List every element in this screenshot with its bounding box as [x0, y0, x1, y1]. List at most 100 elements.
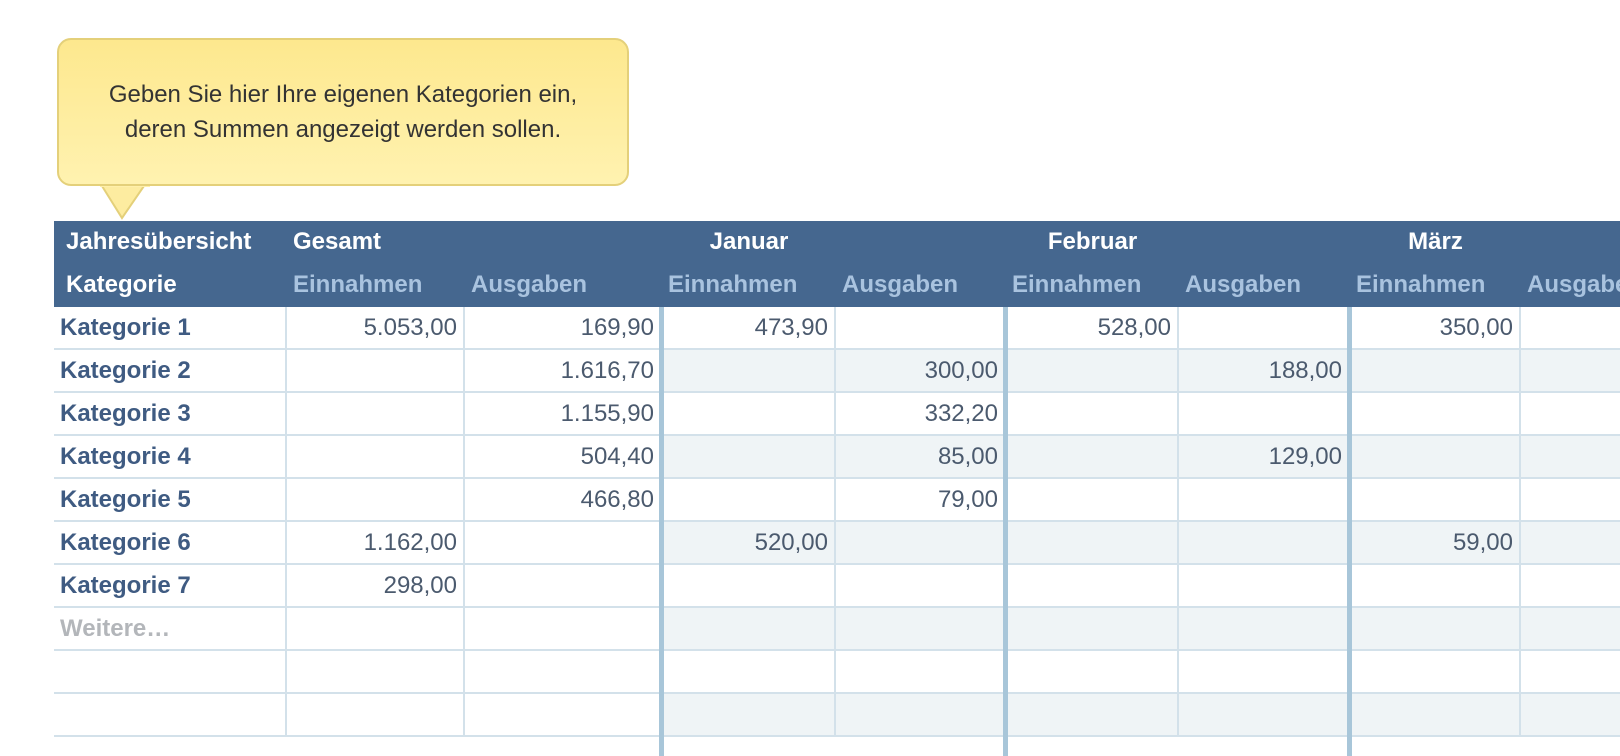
header-title: Jahresübersicht [66, 228, 252, 255]
row-label: Kategorie 3 [54, 393, 287, 436]
cell [1006, 436, 1179, 479]
cell [1521, 307, 1620, 350]
tooltip-line: deren Summen angezeigt werden sollen. [124, 116, 562, 143]
cell: 1.616,70 [465, 350, 662, 393]
header-month: Januar [709, 228, 789, 255]
row-label: Kategorie 4 [54, 436, 287, 479]
cell [287, 436, 465, 479]
header-subheader: Kategorie [66, 271, 177, 298]
cell [1006, 651, 1179, 694]
cell [465, 565, 662, 608]
cell [1006, 565, 1179, 608]
cell [1350, 694, 1521, 737]
row-label: Kategorie 5 [54, 479, 287, 522]
cell: 520,00 [662, 522, 836, 565]
cell [1350, 479, 1521, 522]
cell [1179, 694, 1350, 737]
row-label: Kategorie 1 [54, 307, 287, 350]
row-label: Kategorie 7 [54, 565, 287, 608]
cell [1521, 436, 1620, 479]
cell [1006, 479, 1179, 522]
tooltip-pointer [100, 180, 150, 220]
cell: 504,40 [465, 436, 662, 479]
cell [1179, 307, 1350, 350]
cell [662, 350, 836, 393]
cell: 169,90 [465, 307, 662, 350]
header-subheader: Einnahmen [1356, 271, 1486, 298]
cell [287, 694, 465, 737]
cell [662, 651, 836, 694]
cell [465, 522, 662, 565]
cell [465, 651, 662, 694]
cell: 129,00 [1179, 436, 1350, 479]
cell [1350, 565, 1521, 608]
cell: 473,90 [662, 307, 836, 350]
cell [1521, 522, 1620, 565]
cell [836, 565, 1006, 608]
cell: 85,00 [836, 436, 1006, 479]
header-total: Gesamt [293, 228, 382, 255]
cell [662, 608, 836, 651]
cell: 188,00 [1179, 350, 1350, 393]
cell [836, 651, 1006, 694]
cell: 1.155,90 [465, 393, 662, 436]
cell [836, 522, 1006, 565]
cell [1350, 608, 1521, 651]
tooltip-line: Geben Sie hier Ihre eigenen Kategorien e… [108, 81, 578, 108]
cell [287, 479, 465, 522]
cell [1521, 651, 1620, 694]
row-label [54, 694, 287, 737]
month-separator [1003, 307, 1008, 756]
cell: 1.162,00 [287, 522, 465, 565]
header-subheader: Ausgaben [1185, 271, 1302, 298]
cell [662, 479, 836, 522]
cell [836, 307, 1006, 350]
header-bg [54, 221, 1620, 307]
cell: 59,00 [1350, 522, 1521, 565]
cell [465, 694, 662, 737]
row-label: Kategorie 2 [54, 350, 287, 393]
cell [465, 608, 662, 651]
cell: 466,80 [465, 479, 662, 522]
cell [1006, 393, 1179, 436]
month-separator [659, 307, 664, 756]
row-label: Kategorie 6 [54, 522, 287, 565]
cell [662, 436, 836, 479]
cell [287, 393, 465, 436]
cell [1179, 608, 1350, 651]
header-month: Februar [1047, 228, 1138, 255]
cell [1350, 436, 1521, 479]
cell [1006, 694, 1179, 737]
cell [1521, 565, 1620, 608]
cell [1179, 393, 1350, 436]
cell [1179, 522, 1350, 565]
cell [1521, 608, 1620, 651]
cell [662, 694, 836, 737]
cell: 332,20 [836, 393, 1006, 436]
cell [1350, 651, 1521, 694]
cell [662, 393, 836, 436]
cell [287, 651, 465, 694]
row-label: Weitere… [54, 608, 287, 651]
cell [1179, 479, 1350, 522]
header-subheader: Ausgaben [1527, 271, 1620, 298]
header-subheader: Ausgaben [842, 271, 959, 298]
header-subheader: Einnahmen [1012, 271, 1142, 298]
header-subheader: Einnahmen [668, 271, 798, 298]
cell [1521, 694, 1620, 737]
header-subheader: Ausgaben [471, 271, 588, 298]
month-separator [1347, 307, 1352, 756]
header-subheader: Einnahmen [293, 271, 423, 298]
cell [1006, 522, 1179, 565]
cell [287, 350, 465, 393]
cell: 350,00 [1350, 307, 1521, 350]
cell [836, 694, 1006, 737]
cell: 528,00 [1006, 307, 1179, 350]
cell: 5.053,00 [287, 307, 465, 350]
cell [662, 565, 836, 608]
cell: 300,00 [836, 350, 1006, 393]
cell [1350, 393, 1521, 436]
cell: 79,00 [836, 479, 1006, 522]
cell [287, 608, 465, 651]
